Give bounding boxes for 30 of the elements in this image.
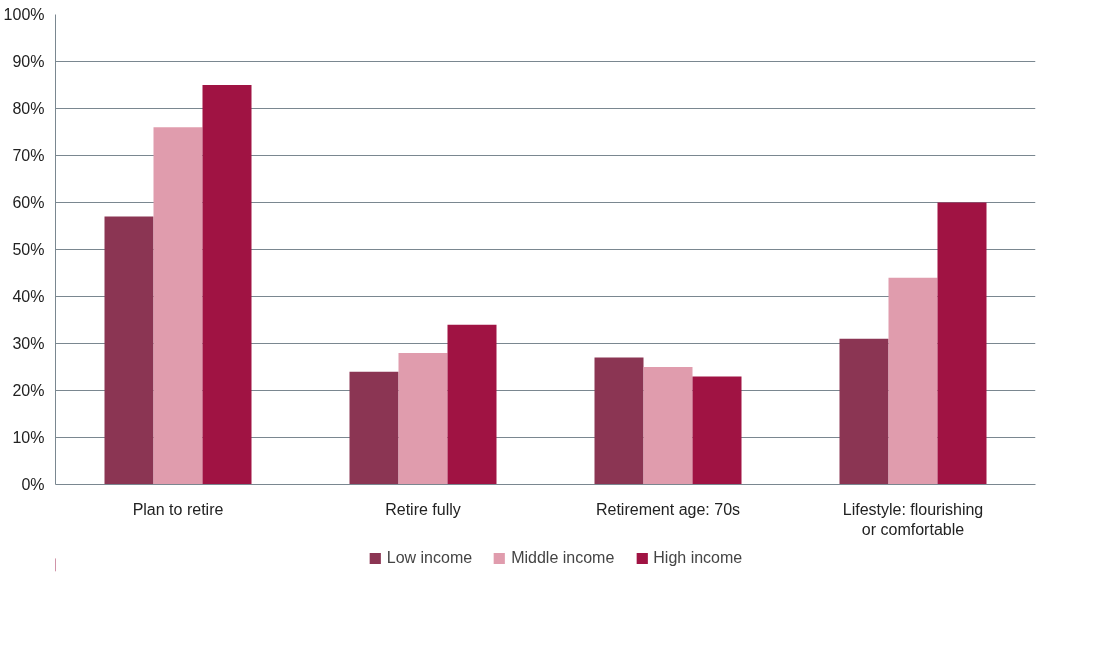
- bar: [594, 357, 644, 485]
- bar: [937, 202, 987, 485]
- bar: [692, 376, 742, 485]
- y-tick-label: 80%: [12, 100, 45, 117]
- legend-label: High income: [653, 549, 743, 567]
- x-tick-label: Lifestyle: flourishing or comfortable: [842, 500, 984, 538]
- legend-label: Low income: [386, 549, 473, 567]
- y-tick-label: 0%: [21, 476, 45, 493]
- bar: [104, 216, 154, 485]
- bar: [202, 85, 252, 485]
- bar: [153, 127, 203, 485]
- bar: [349, 371, 399, 485]
- y-tick-label: 20%: [12, 382, 45, 399]
- y-tick-label: 40%: [12, 288, 45, 305]
- y-tick-label: 10%: [12, 429, 45, 446]
- y-tick-label: 90%: [12, 53, 45, 70]
- x-tick-label: Retire fully: [385, 500, 461, 518]
- legend-label: Middle income: [511, 549, 615, 567]
- bar: [643, 367, 693, 485]
- bar: [839, 338, 889, 485]
- y-tick-label: 30%: [12, 335, 45, 352]
- bar: [447, 324, 497, 485]
- y-tick-label: 60%: [12, 194, 45, 211]
- bar: [888, 277, 938, 485]
- x-tick-label: Retirement age: 70s: [595, 500, 741, 518]
- x-tick-label: Plan to retire: [132, 500, 224, 518]
- y-tick-label: 100%: [3, 6, 45, 23]
- bar: [398, 352, 448, 485]
- y-tick-label: 50%: [12, 241, 45, 258]
- y-tick-label: 70%: [12, 147, 45, 164]
